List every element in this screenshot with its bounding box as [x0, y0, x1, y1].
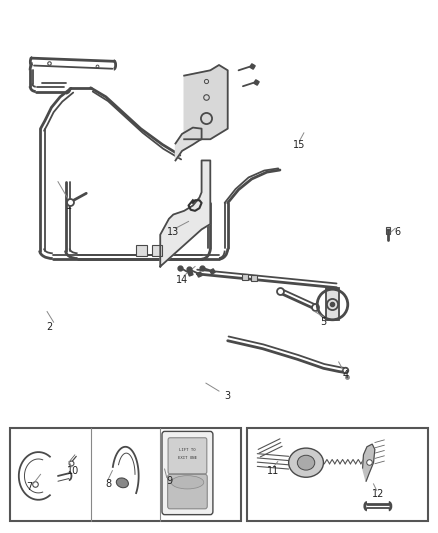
Ellipse shape — [171, 475, 204, 489]
Text: 11: 11 — [267, 466, 279, 475]
Text: 7: 7 — [27, 481, 33, 491]
FancyBboxPatch shape — [168, 438, 207, 474]
Bar — [152, 245, 162, 256]
Text: 3: 3 — [225, 391, 231, 401]
FancyBboxPatch shape — [162, 431, 213, 515]
Text: 1: 1 — [66, 200, 72, 211]
Polygon shape — [184, 65, 228, 139]
Polygon shape — [160, 160, 210, 266]
Text: EXIT ONE: EXIT ONE — [178, 456, 197, 461]
Ellipse shape — [289, 448, 323, 477]
Bar — [136, 245, 147, 256]
Text: 9: 9 — [166, 477, 172, 486]
Text: 6: 6 — [394, 227, 400, 237]
Bar — [10, 428, 241, 521]
Text: 4: 4 — [342, 370, 348, 380]
Text: 15: 15 — [293, 140, 306, 150]
Bar — [386, 227, 391, 233]
Text: 8: 8 — [105, 479, 111, 489]
Text: 12: 12 — [372, 489, 384, 499]
Text: 2: 2 — [46, 322, 53, 333]
Text: LIFT TO: LIFT TO — [179, 448, 196, 452]
Text: 10: 10 — [67, 466, 79, 475]
Text: 14: 14 — [176, 274, 188, 285]
Text: 5: 5 — [320, 317, 327, 327]
Ellipse shape — [117, 478, 128, 488]
Text: 13: 13 — [167, 227, 180, 237]
Polygon shape — [363, 444, 375, 481]
FancyBboxPatch shape — [168, 474, 207, 509]
Bar — [247, 428, 428, 521]
Polygon shape — [176, 127, 201, 160]
Ellipse shape — [297, 455, 315, 470]
Bar — [325, 288, 339, 319]
